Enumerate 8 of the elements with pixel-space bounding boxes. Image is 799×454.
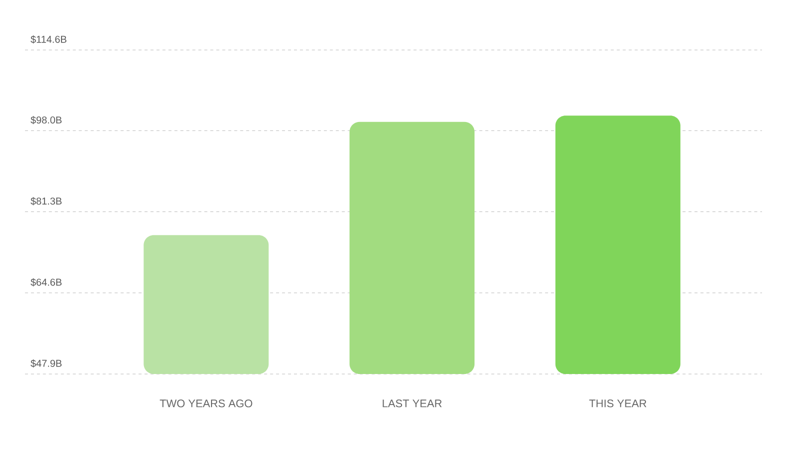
x-tick-label: TWO YEARS AGO [160, 400, 252, 408]
y-tick-label: $81.3B [30, 197, 62, 206]
y-tick-label: $64.6B [30, 278, 62, 286]
y-tick-label: $98.0B [30, 116, 62, 124]
y-tick-label: $114.6B [30, 35, 66, 44]
x-tick-label: LAST YEAR [382, 400, 442, 408]
x-tick-label: THIS YEAR [589, 400, 646, 408]
y-tick-label: $47.9B [30, 359, 62, 368]
